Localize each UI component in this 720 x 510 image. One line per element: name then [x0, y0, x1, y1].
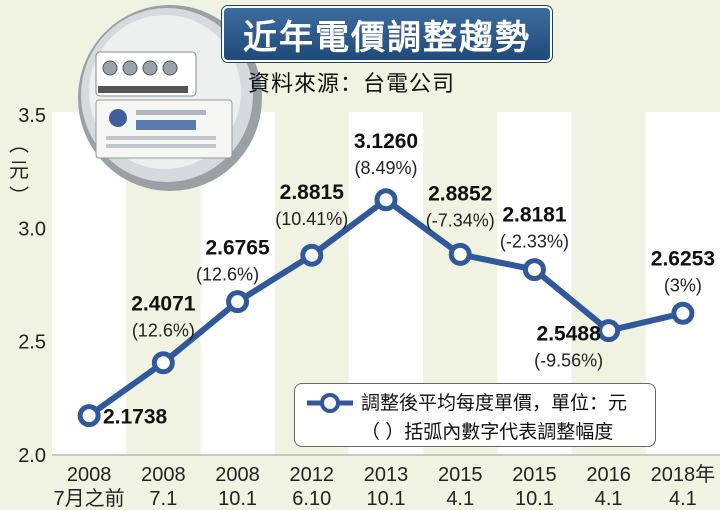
unit-paren-open: ︵	[9, 134, 29, 156]
value-label: 2.8815	[280, 181, 345, 204]
change-label: (10.41%)	[275, 209, 348, 229]
value-label: 3.1260	[354, 130, 418, 153]
change-label: (8.49%)	[354, 158, 417, 178]
unit-text: 元	[9, 160, 29, 182]
x-axis: 20087月之前20087.1200810.120126.10201310.12…	[54, 463, 716, 510]
x-tick-label-date: 4.1	[669, 488, 697, 510]
data-point	[77, 404, 101, 428]
data-point	[671, 301, 695, 325]
chart-title: 近年電價調整趨勢	[222, 6, 552, 62]
source-note: 資料來源：台電公司	[248, 71, 456, 96]
x-tick-label-year: 2015	[512, 464, 557, 486]
value-label: 2.4071	[131, 293, 196, 316]
x-tick-label-year: 2012	[290, 464, 335, 486]
y-axis-unit-label: ︵ 元 ︶	[6, 132, 32, 210]
value-label: 2.5488	[537, 323, 602, 346]
value-label: 2.8181	[502, 204, 567, 227]
x-tick-label-date: 4.1	[595, 488, 623, 510]
data-point	[448, 242, 472, 266]
change-label: (12.6%)	[196, 265, 259, 285]
column-band	[645, 112, 720, 455]
data-point	[300, 243, 324, 267]
change-label: (3%)	[664, 275, 702, 295]
x-tick-label-date: 7月之前	[54, 487, 125, 510]
legend: 調整後平均每度單價，單位：元 （ ）括弧內數字代表調整幅度	[294, 383, 656, 447]
change-label: (12.6%)	[132, 321, 195, 341]
x-tick-label-date: 6.10	[292, 488, 331, 510]
data-point	[374, 188, 398, 212]
y-tick-label: 2.5	[18, 332, 46, 354]
y-tick-label: 3.0	[18, 218, 46, 240]
x-tick-label-year: 2018年	[651, 463, 716, 486]
change-label: (-7.34%)	[426, 210, 495, 230]
y-axis: 2.0 2.5 3.0 3.5	[18, 105, 720, 467]
x-tick-label-date: 10.1	[515, 488, 554, 510]
value-label: 2.8852	[428, 182, 492, 205]
y-tick-label: 3.5	[18, 105, 46, 127]
data-point	[226, 290, 250, 314]
data-point	[522, 258, 546, 282]
unit-paren-close: ︶	[9, 186, 29, 208]
x-tick-label-date: 10.1	[218, 488, 257, 510]
change-label: (-2.33%)	[500, 232, 569, 252]
x-tick-label-year: 2015	[438, 464, 483, 486]
data-labels: 2.17382.4071(12.6%)2.6765(12.6%)2.8815(1…	[103, 130, 715, 429]
legend-series-label: 調整後平均每度單價，單位：元	[361, 393, 628, 414]
x-tick-label-year: 2008	[141, 464, 186, 486]
value-label: 2.1738	[103, 406, 168, 429]
x-tick-label-date: 4.1	[446, 488, 474, 510]
x-tick-label-year: 2013	[364, 464, 409, 486]
x-tick-label-date: 7.1	[149, 488, 177, 510]
x-tick-label-year: 2008	[67, 464, 112, 486]
data-point	[597, 319, 621, 343]
data-point	[151, 351, 175, 375]
value-label: 2.6253	[651, 247, 715, 270]
x-tick-label-date: 10.1	[367, 488, 406, 510]
x-tick-label-year: 2008	[215, 464, 260, 486]
value-label: 2.6765	[205, 237, 270, 260]
x-tick-label-year: 2016	[586, 464, 631, 486]
legend-note: （ ）括弧內數字代表調整幅度	[361, 422, 614, 443]
change-label: (-9.56%)	[534, 351, 603, 371]
y-tick-label: 2.0	[18, 445, 46, 467]
series-line	[77, 188, 695, 428]
electric-meter-image	[78, 5, 262, 191]
legend-line-marker	[307, 393, 353, 413]
